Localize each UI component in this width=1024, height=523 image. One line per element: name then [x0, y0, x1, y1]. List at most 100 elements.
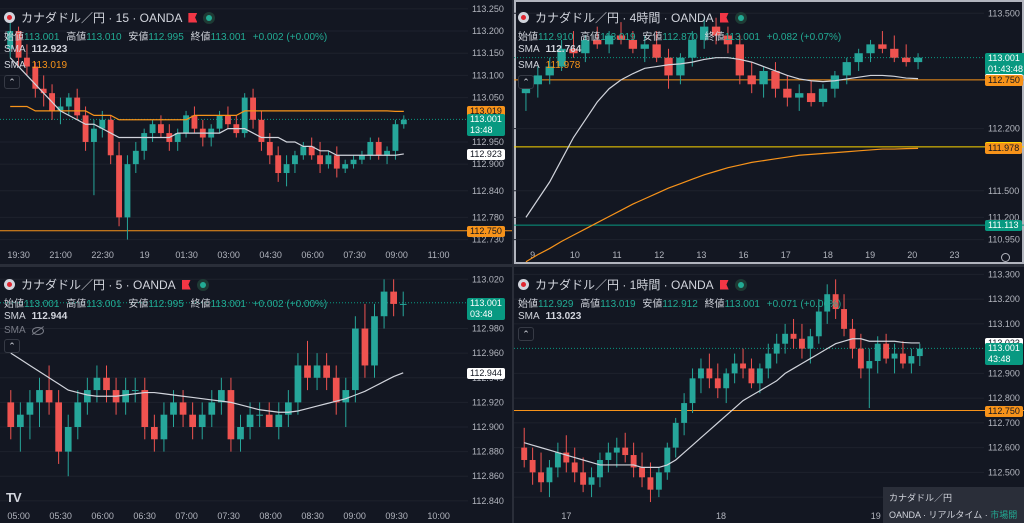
- price-axis-label: 112.950: [472, 137, 504, 147]
- price-axis-label: 112.860: [472, 471, 504, 481]
- candle-down: [82, 115, 89, 142]
- candle-up: [807, 336, 814, 349]
- candle-up: [91, 128, 97, 142]
- candle-down: [857, 348, 864, 369]
- price-axis-label: 111.500: [988, 186, 1019, 196]
- flag-icon[interactable]: [181, 279, 191, 290]
- candle-down: [323, 365, 330, 378]
- candle-down: [191, 115, 198, 129]
- time-axis-label: 10:00: [427, 511, 450, 521]
- chart-pane-4h[interactable]: 113.500 112.200 111.500 111.200 110.950 9 10 11…: [514, 0, 1024, 264]
- candle-up: [141, 133, 148, 151]
- price-badge: 112.944: [467, 367, 505, 379]
- price-badge: 112.750: [467, 225, 505, 237]
- candle-down: [723, 35, 733, 45]
- price-badge: 111.113: [985, 220, 1022, 232]
- candle-up: [815, 311, 822, 337]
- sma-legend-orange[interactable]: SMA 111.978: [518, 60, 581, 71]
- pane-divider-vertical[interactable]: [512, 0, 514, 523]
- flag-icon[interactable]: [719, 12, 729, 23]
- candle-down: [258, 119, 265, 142]
- sma-legend-white[interactable]: SMA 112.944: [4, 311, 68, 322]
- sma-legend-hidden[interactable]: SMA: [4, 325, 44, 336]
- chart-plot-15m[interactable]: 113.250 113.200 113.150 113.100 113.050 112.9…: [0, 0, 512, 264]
- price-badge: 113.001 01:43:48: [985, 52, 1024, 75]
- candle-up: [84, 390, 91, 403]
- collapse-legend-button[interactable]: ⌃: [518, 327, 534, 341]
- time-axis-label: 21:00: [49, 250, 72, 260]
- candle-down: [333, 155, 340, 169]
- candle-down: [771, 70, 780, 89]
- candle-up: [392, 124, 399, 151]
- time-axis-label: 23: [949, 250, 959, 260]
- chart-plot-1h[interactable]: 113.300 113.200 113.100 112.900 112.800 112.7…: [514, 267, 1024, 523]
- price-axis-label: 110.950: [988, 235, 1020, 245]
- candle-up: [640, 44, 649, 49]
- chart-title[interactable]: カナダドル／円 · 15 · OANDA: [21, 11, 183, 25]
- candle-up: [241, 97, 248, 134]
- candle-up: [342, 390, 350, 403]
- candle-down: [593, 39, 602, 45]
- candle-up: [854, 53, 863, 63]
- candle-up: [731, 363, 738, 374]
- time-axis-label: 08:30: [301, 511, 324, 521]
- collapse-legend-button[interactable]: ⌃: [4, 75, 20, 89]
- time-axis-label: 07:30: [343, 250, 366, 260]
- ohlc-legend: 始値112.910 高値113.019 安値112.870 終値113.001 …: [518, 32, 842, 43]
- sma-legend-white[interactable]: SMA 113.023: [518, 311, 582, 322]
- eye-off-icon[interactable]: [31, 326, 44, 335]
- time-axis-label: 9: [530, 250, 535, 260]
- candle-up: [913, 57, 923, 63]
- oanda-logo-icon: [4, 12, 15, 23]
- candle-up: [99, 119, 106, 129]
- price-axis-label: 112.920: [472, 397, 504, 407]
- flag-icon[interactable]: [719, 279, 729, 290]
- candle-down: [883, 343, 890, 359]
- candle-down: [103, 377, 110, 391]
- candle-down: [799, 338, 805, 349]
- sma-legend-white[interactable]: SMA 112.764: [518, 44, 582, 55]
- pane-divider-horizontal[interactable]: [0, 264, 1024, 267]
- candle-down: [24, 57, 30, 67]
- chart-title[interactable]: カナダドル／円 · 4時間 · OANDA: [535, 11, 714, 25]
- price-badge: 113.001 13:48: [467, 114, 505, 137]
- price-axis-label: 113.100: [988, 319, 1020, 329]
- candle-up: [132, 150, 139, 165]
- countdown-label: 13:48: [470, 125, 493, 136]
- time-axis-label: 20: [907, 250, 917, 260]
- price-axis-label: 113.200: [988, 294, 1020, 304]
- gear-icon[interactable]: [1001, 253, 1010, 262]
- flag-icon[interactable]: [188, 12, 198, 23]
- candle-down: [832, 294, 839, 310]
- candle-down: [390, 291, 397, 304]
- chart-pane-15m[interactable]: 113.250 113.200 113.150 113.100 113.050 112.9…: [0, 0, 512, 264]
- chart-plot-4h[interactable]: 113.500 112.200 111.500 111.200 110.950 9 10 11…: [514, 0, 1024, 264]
- chart-plot-5m[interactable]: 113.020112.980112.960112.940112.920112.9…: [0, 267, 512, 523]
- candle-up: [285, 402, 292, 415]
- chart-pane-5m[interactable]: 113.020112.980112.960112.940112.920112.9…: [0, 267, 512, 523]
- candle-up: [26, 402, 34, 415]
- sma-line-orange: [10, 105, 404, 121]
- sma-legend-white[interactable]: SMA 112.923: [4, 44, 68, 55]
- collapse-legend-button[interactable]: ⌃: [518, 75, 534, 89]
- candle-up: [546, 467, 553, 483]
- price-axis-label: 113.300: [988, 269, 1020, 279]
- chart-title[interactable]: カナダドル／円 · 5 · OANDA: [21, 278, 176, 292]
- oanda-logo-icon: [518, 12, 529, 23]
- realtime-label: リアルタイム: [928, 510, 983, 520]
- candle-up: [325, 155, 332, 165]
- ohlc-legend: 始値112.929 高値113.019 安値112.912 終値113.001 …: [518, 299, 842, 310]
- sma-legend-orange[interactable]: SMA 113.019: [4, 60, 68, 71]
- chart-title[interactable]: カナダドル／円 · 1時間 · OANDA: [535, 278, 714, 292]
- time-axis-label: 19: [865, 250, 875, 260]
- collapse-legend-button[interactable]: ⌃: [4, 339, 20, 353]
- candle-up: [218, 390, 225, 403]
- chart-pane-1h[interactable]: 113.300 113.200 113.100 112.900 112.800 112.7…: [514, 267, 1024, 523]
- price-axis-label: 112.900: [988, 368, 1020, 378]
- candle-up: [588, 477, 595, 485]
- candle-down: [265, 414, 273, 427]
- candle-up: [352, 328, 359, 391]
- candle-down: [529, 459, 536, 473]
- candle-up: [681, 403, 688, 423]
- candle-down: [308, 146, 315, 156]
